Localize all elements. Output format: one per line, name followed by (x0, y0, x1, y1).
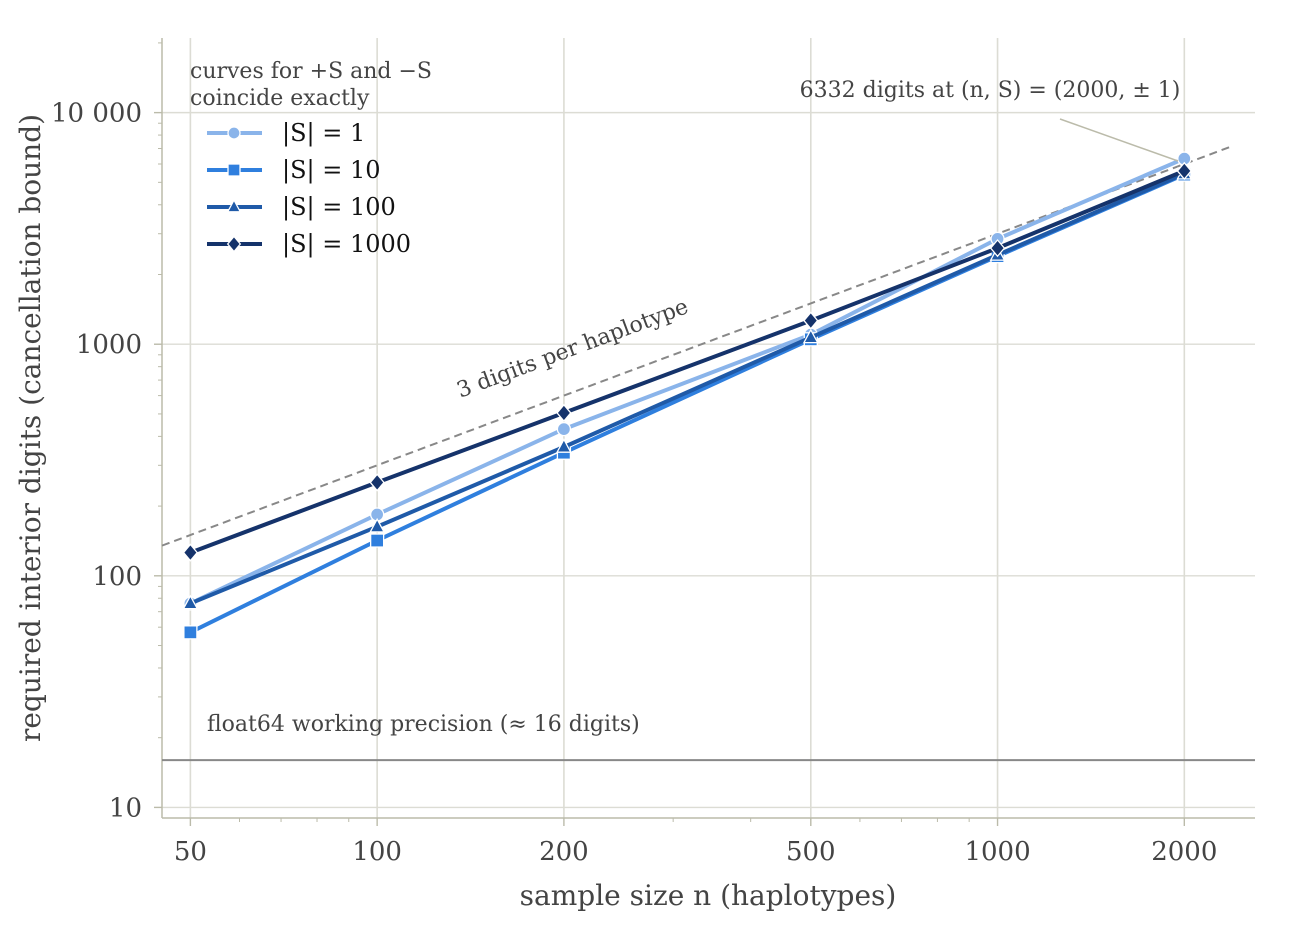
x-ticks: 50 100 200 500 1000 2000 (174, 818, 1217, 867)
y-tick-label: 100 (92, 562, 142, 592)
legend-label: |S| = 1 (282, 119, 365, 148)
data-point (183, 625, 198, 640)
legend-entry: |S| = 10 (207, 156, 381, 185)
legend-entry: |S| = 1 (207, 119, 365, 148)
data-point (555, 438, 572, 453)
data-point (182, 543, 199, 562)
slope-label: 3 digits per haplotype (454, 294, 692, 403)
axes (161, 38, 1255, 819)
legend-note-line-1: curves for +S and −S (190, 59, 432, 84)
series-line (189, 171, 1186, 606)
series-4 (182, 161, 1192, 562)
y-axis-title: required interior digits (cancellation b… (14, 114, 47, 742)
annotation-leader (1059, 118, 1179, 162)
data-point (803, 311, 819, 330)
series-line (189, 156, 1186, 606)
series-group (182, 151, 1193, 640)
grid (162, 38, 1255, 818)
legend: curves for +S and −S coincide exactly |S… (190, 59, 432, 259)
data-point (989, 238, 1006, 258)
data-point (226, 235, 242, 253)
legend-label: |S| = 100 (282, 193, 396, 222)
legend-entry: |S| = 1000 (207, 230, 411, 259)
data-point (182, 594, 199, 610)
x-tick-label: 500 (786, 837, 836, 867)
data-point (802, 328, 819, 344)
y-tick-label: 10 000 (51, 99, 142, 129)
data-point (556, 403, 572, 423)
legend-label: |S| = 1000 (282, 230, 411, 259)
data-point (556, 421, 572, 437)
y-tick-label: 1000 (76, 330, 142, 360)
data-point (1176, 161, 1192, 181)
y-tick-label: 10 (109, 793, 142, 823)
x-tick-label: 2000 (1151, 837, 1217, 867)
data-point (369, 533, 385, 548)
legend-label: |S| = 10 (282, 156, 381, 185)
data-point (227, 126, 241, 140)
legend-entries: |S| = 1 |S| = 10 |S| = 100 |S| = 1000 (207, 119, 411, 259)
x-tick-label: 1000 (964, 837, 1030, 867)
float64-label: float64 working precision (≈ 16 digits) (207, 712, 640, 737)
x-tick-label: 100 (352, 837, 402, 867)
data-point (369, 473, 385, 492)
data-point (226, 198, 242, 213)
data-point (369, 517, 386, 533)
x-tick-label: 200 (539, 837, 589, 867)
y-ticks: 10 100 1000 10 000 (51, 99, 162, 823)
data-point (227, 163, 241, 177)
max-annotation: 6332 digits at (n, S) = (2000, ± 1) (800, 78, 1181, 103)
x-axis-title: sample size n (haplotypes) (520, 879, 897, 912)
legend-entry: |S| = 100 (207, 193, 396, 222)
x-tick-label: 50 (174, 837, 207, 867)
series-line (189, 169, 1186, 555)
legend-note-line-2: coincide exactly (190, 86, 370, 111)
